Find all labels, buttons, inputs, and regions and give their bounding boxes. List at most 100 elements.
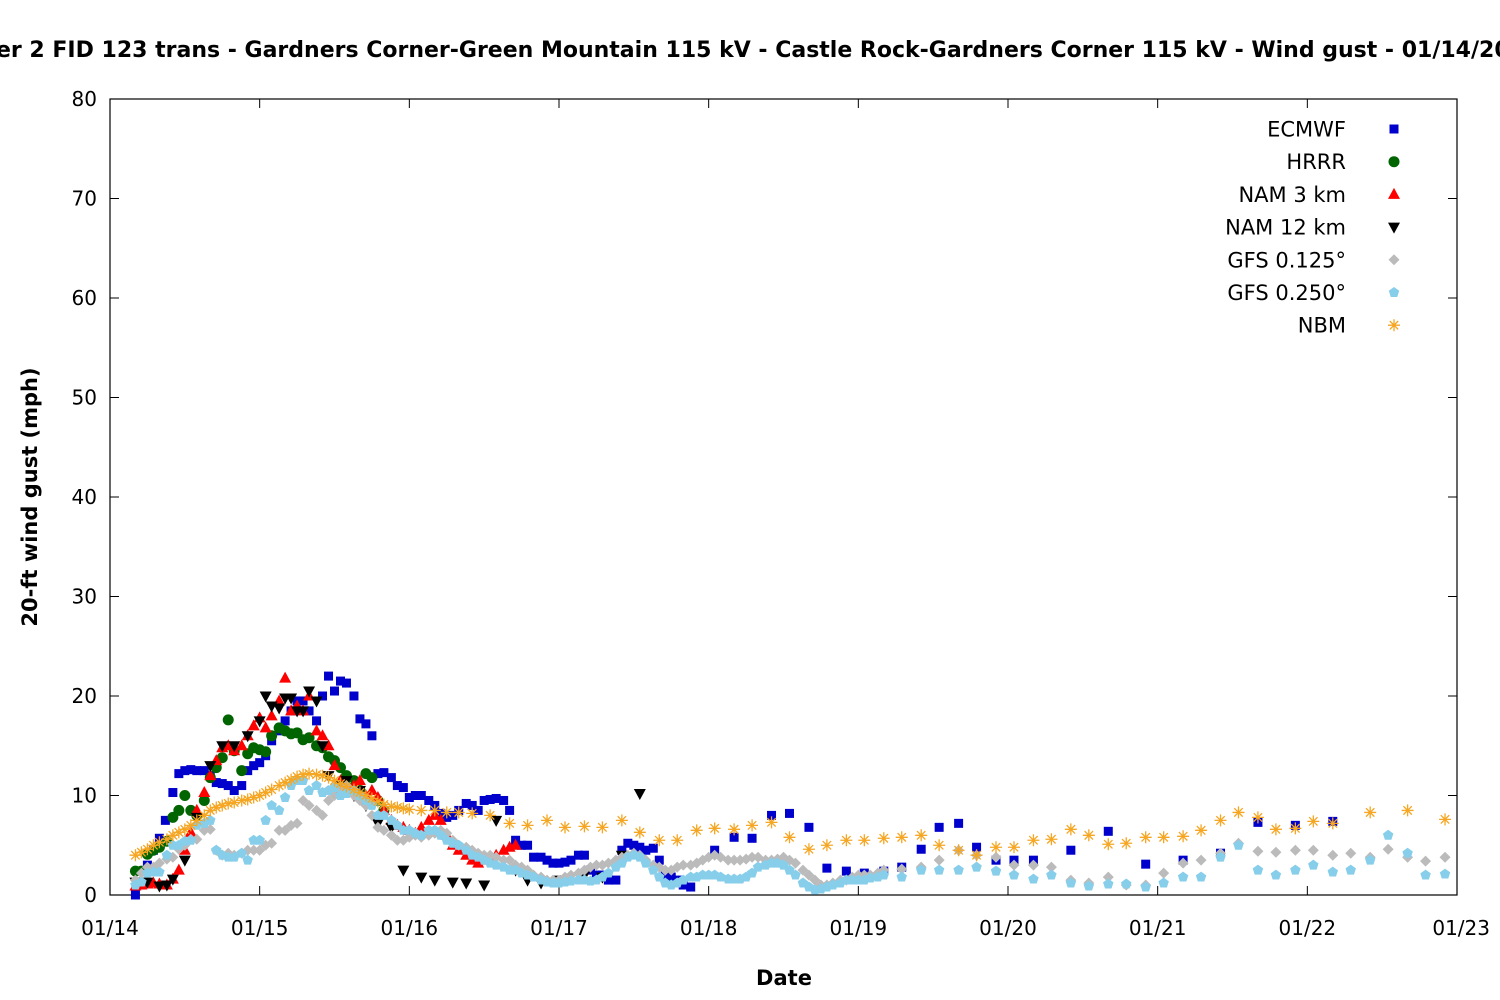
- y-axis-label: 20-ft wind gust (mph): [18, 367, 42, 626]
- data-point: [416, 829, 427, 840]
- data-point: [199, 766, 209, 776]
- data-point: [1177, 857, 1189, 869]
- data-point: [415, 804, 428, 817]
- data-point: [392, 781, 402, 791]
- data-point: [428, 804, 441, 817]
- data-point: [129, 849, 142, 862]
- data-point: [172, 863, 185, 875]
- data-point: [391, 834, 403, 846]
- data-point: [1439, 868, 1451, 879]
- data-point: [259, 721, 272, 733]
- data-point: [1214, 814, 1227, 827]
- data-point: [460, 878, 473, 890]
- data-point: [247, 791, 260, 804]
- data-point: [629, 840, 639, 850]
- y-tick-label: 20: [72, 684, 97, 708]
- data-point: [623, 838, 633, 848]
- data-point: [241, 793, 254, 806]
- y-axis: 0 10 20 30 40 50 60 70 80: [72, 87, 1457, 907]
- data-point: [340, 780, 353, 793]
- data-point: [611, 875, 621, 885]
- y-tick-label: 60: [72, 286, 97, 310]
- data-point: [172, 826, 185, 839]
- data-point: [1345, 864, 1356, 875]
- data-point: [1364, 806, 1377, 819]
- data-point: [260, 814, 271, 825]
- data-point: [617, 845, 627, 855]
- legend-marker: [1388, 222, 1400, 234]
- data-point: [229, 786, 239, 796]
- data-point: [1252, 845, 1264, 857]
- data-point: [324, 671, 334, 681]
- data-point: [1307, 844, 1319, 856]
- data-point: [491, 793, 501, 803]
- data-point: [329, 782, 340, 792]
- data-point: [765, 816, 778, 829]
- data-point: [403, 803, 416, 816]
- data-point: [1420, 855, 1432, 867]
- y-tick-label: 70: [72, 187, 97, 211]
- data-point: [166, 829, 179, 842]
- data-point: [285, 773, 298, 786]
- legend-label: NAM 3 km: [1238, 183, 1346, 207]
- data-point: [497, 843, 510, 855]
- data-point: [236, 765, 248, 777]
- data-point: [933, 854, 945, 866]
- data-point: [560, 857, 570, 867]
- data-point: [671, 834, 684, 847]
- data-point: [266, 730, 278, 742]
- data-point: [178, 823, 191, 836]
- data-point: [648, 864, 659, 875]
- data-point: [404, 792, 414, 802]
- data-point: [361, 719, 371, 729]
- data-point: [896, 871, 907, 882]
- data-point: [228, 851, 240, 862]
- data-point: [466, 807, 479, 820]
- series-gfs-0-250-: [130, 775, 1451, 895]
- data-point: [279, 791, 291, 802]
- data-point: [1158, 877, 1169, 888]
- data-point: [746, 851, 758, 863]
- data-point: [297, 768, 310, 781]
- data-point: [641, 845, 651, 855]
- data-point: [312, 716, 322, 726]
- data-point: [216, 799, 229, 812]
- data-point: [1008, 869, 1020, 880]
- data-point: [174, 769, 184, 779]
- data-point: [747, 833, 757, 843]
- data-point: [1177, 830, 1190, 843]
- data-point: [722, 854, 734, 866]
- data-point: [397, 865, 410, 877]
- data-point: [877, 832, 890, 845]
- data-point: [554, 858, 564, 868]
- legend-label: NBM: [1298, 314, 1346, 338]
- data-point: [265, 709, 278, 721]
- data-point: [1439, 851, 1451, 863]
- data-point: [1382, 843, 1394, 855]
- x-tick-label: 01/15: [231, 916, 289, 940]
- data-point: [237, 781, 247, 791]
- data-point: [490, 859, 502, 870]
- legend-marker: [1388, 254, 1400, 266]
- data-point: [259, 786, 272, 799]
- data-point: [565, 875, 577, 886]
- data-point: [304, 706, 314, 716]
- data-point: [303, 767, 316, 780]
- chart-title: er 2 FID 123 trans - Gardners Corner-Gre…: [0, 38, 1500, 63]
- x-tick-label: 01/19: [830, 916, 888, 940]
- data-point: [365, 792, 378, 805]
- data-point: [228, 741, 241, 753]
- data-point: [634, 851, 646, 862]
- data-point: [178, 855, 191, 867]
- data-point: [359, 789, 372, 802]
- data-point: [715, 871, 726, 882]
- data-point: [398, 783, 408, 793]
- data-point: [690, 824, 703, 837]
- data-point: [1103, 826, 1113, 836]
- data-point: [205, 814, 216, 825]
- data-point: [1121, 878, 1132, 889]
- data-point: [784, 808, 794, 818]
- y-tick-label: 10: [72, 784, 97, 808]
- legend-label: GFS 0.250°: [1227, 281, 1346, 305]
